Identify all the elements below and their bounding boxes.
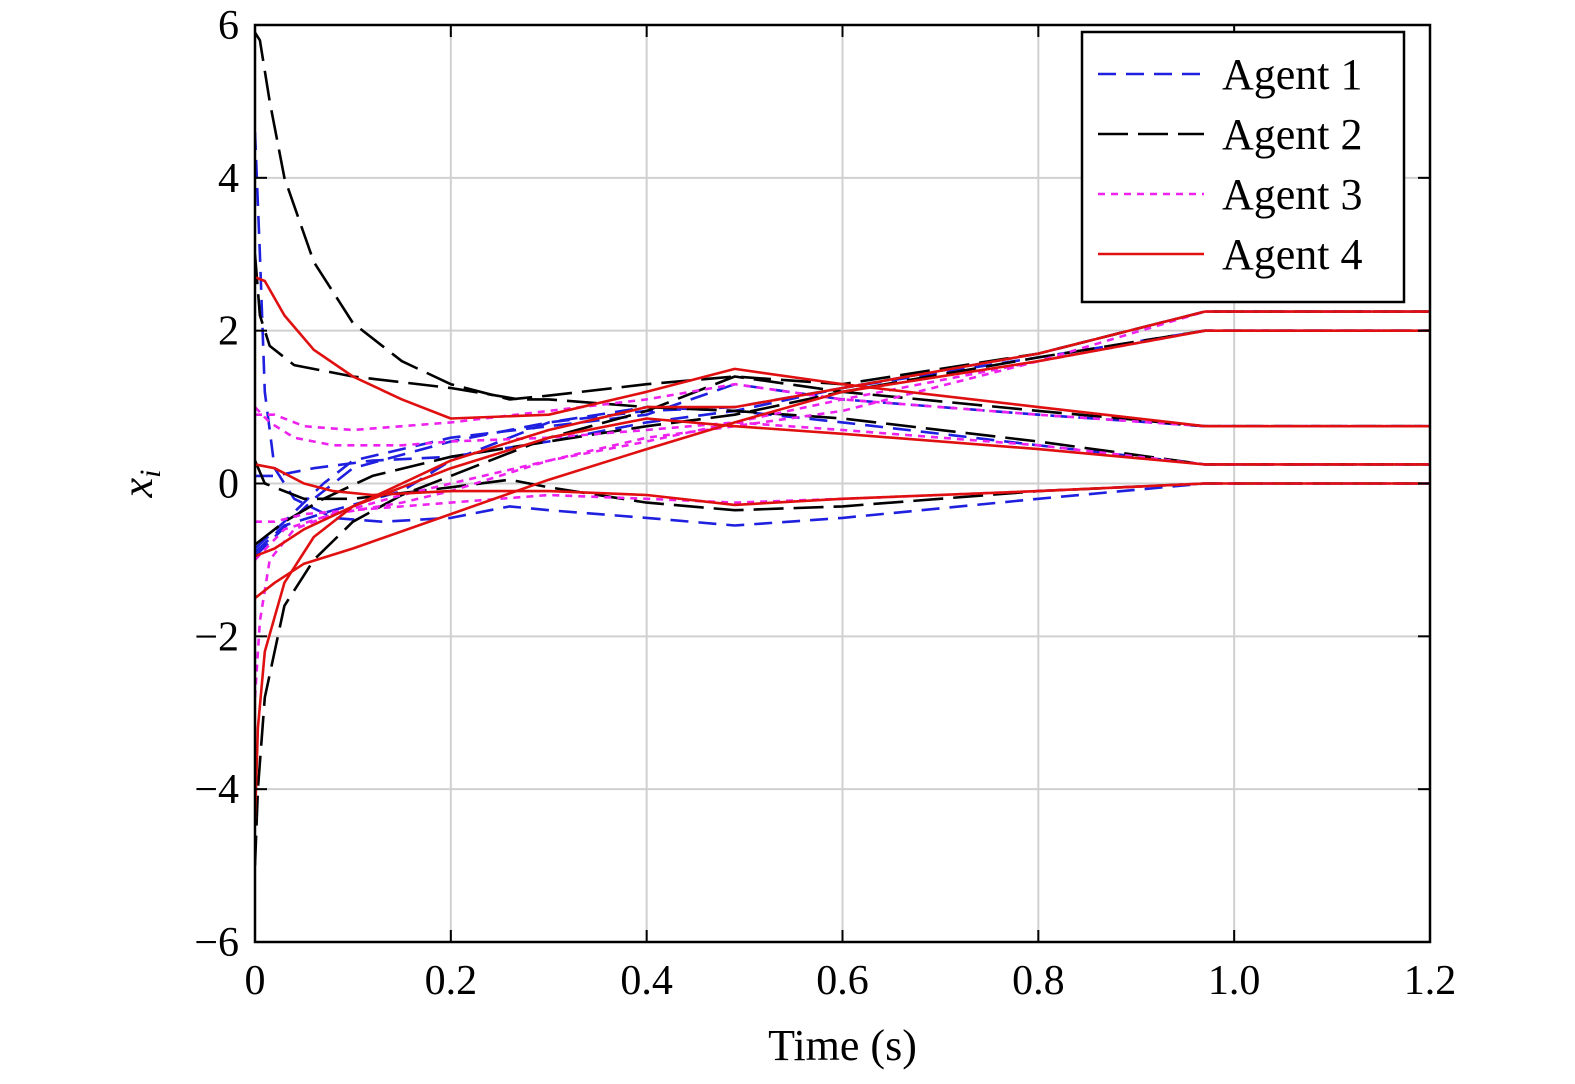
x-tick-label: 0.2	[425, 958, 478, 1004]
x-tick-label: 0	[245, 958, 266, 1004]
series-line	[255, 482, 1430, 523]
series-line	[255, 131, 1430, 527]
y-tick-label: 4	[218, 156, 239, 202]
series-line	[255, 310, 1430, 698]
series-line	[255, 417, 1430, 558]
y-tick-label: −4	[194, 767, 239, 813]
series-line	[255, 463, 1430, 507]
y-tick-label: −6	[194, 920, 239, 966]
legend-box	[1080, 30, 1406, 304]
series-line	[255, 382, 1430, 550]
legend: Agent 1 Agent 2 Agent 3 Agent 4	[1080, 30, 1406, 304]
y-tick-label: 0	[218, 462, 239, 508]
series-line	[255, 329, 1430, 600]
legend-label: Agent 4	[1222, 230, 1363, 279]
x-tick-label: 0.8	[1012, 958, 1065, 1004]
series-4	[255, 275, 1430, 820]
series-line	[255, 329, 1430, 561]
x-tick-label: 0.4	[620, 958, 673, 1004]
series-line	[255, 382, 1430, 432]
y-tick-label: −2	[194, 614, 239, 660]
x-axis-label: Time (s)	[768, 1021, 917, 1070]
series-line	[255, 375, 1430, 866]
x-tick-labels: 0 0.2 0.4 0.6 0.8 1.0 1.2	[245, 958, 1457, 1004]
legend-label: Agent 3	[1222, 170, 1363, 219]
series-line	[255, 254, 1430, 466]
legend-label: Agent 2	[1222, 110, 1363, 159]
y-tick-label: 6	[218, 3, 239, 49]
y-axis-label: xi	[113, 470, 167, 499]
y-axis-label-subscript: i	[134, 470, 167, 478]
x-tick-label: 1.2	[1404, 958, 1457, 1004]
plot-area	[255, 31, 1430, 866]
y-tick-label: 2	[218, 309, 239, 355]
y-tick-labels: −6 −4 −2 0 2 4 6	[194, 3, 239, 966]
series-line	[255, 31, 1430, 401]
series-line	[255, 310, 1430, 820]
series-line	[255, 275, 1430, 428]
x-tick-label: 0.6	[816, 958, 869, 1004]
x-tick-label: 1.0	[1208, 958, 1261, 1004]
legend-label: Agent 1	[1222, 50, 1363, 99]
y-axis-label-main: x	[113, 477, 162, 498]
